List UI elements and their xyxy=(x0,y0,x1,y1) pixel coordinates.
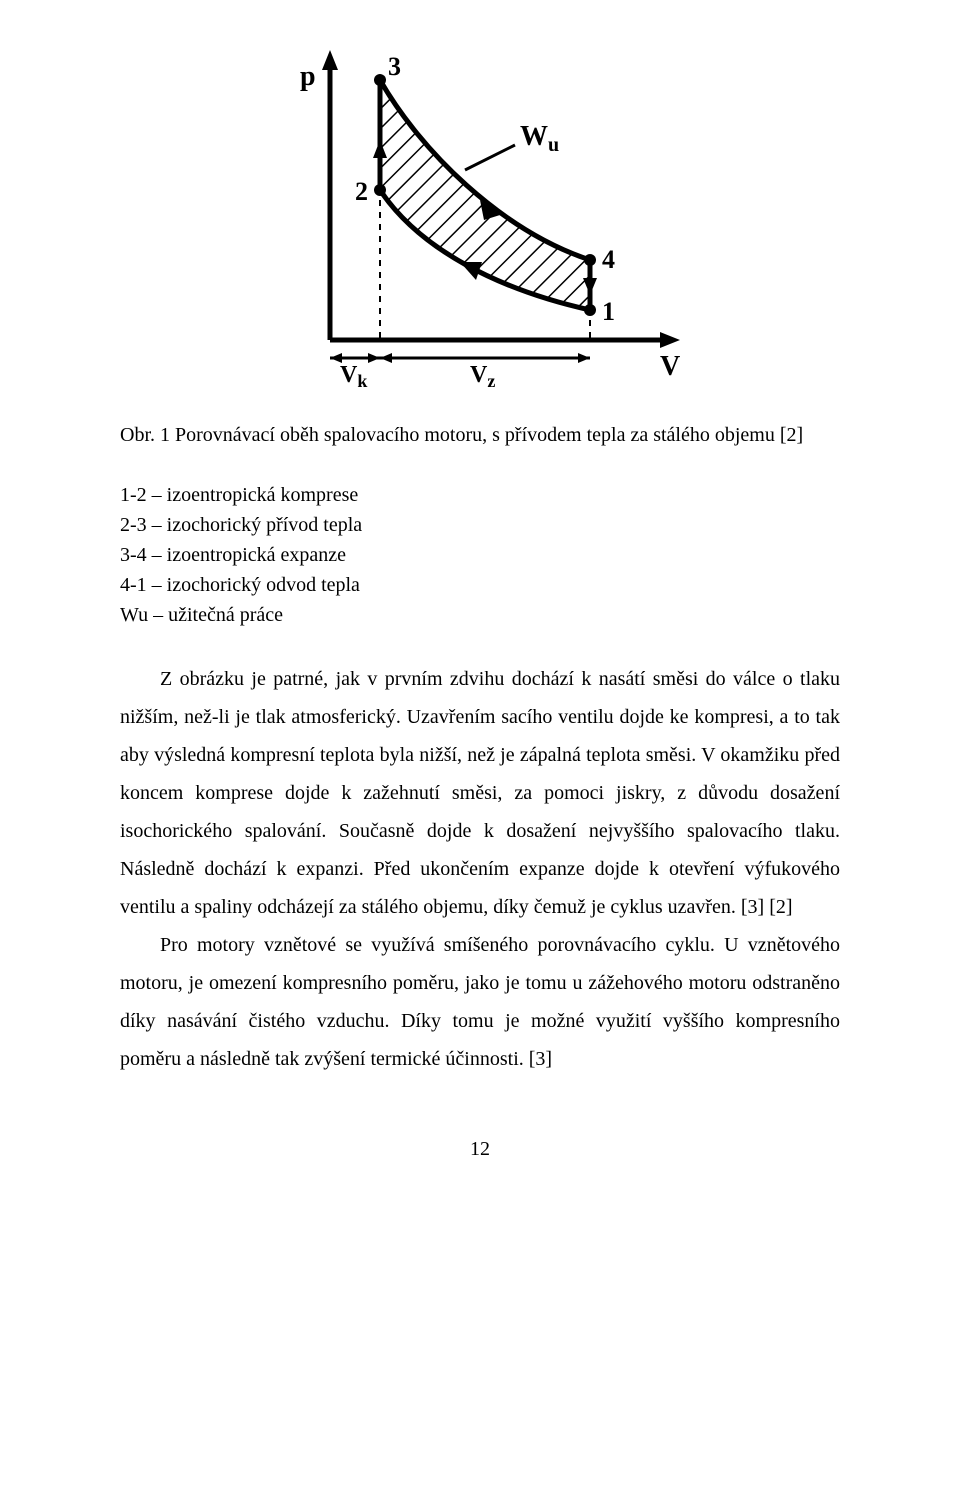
axis-label-p: p xyxy=(300,61,316,92)
legend-item-2: 2-3 – izochorický přívod tepla xyxy=(120,510,840,540)
label-vz: Vz xyxy=(470,362,495,390)
legend-item-5: Wu – užitečná práce xyxy=(120,600,840,630)
page-number: 12 xyxy=(120,1138,840,1161)
axis-label-v: V xyxy=(660,351,680,382)
legend-item-1: 1-2 – izoentropická komprese xyxy=(120,480,840,510)
figure-caption: Obr. 1 Porovnávací oběh spalovacího moto… xyxy=(120,420,840,450)
point-label-3: 3 xyxy=(388,52,401,81)
figure-wrapper: p V xyxy=(120,40,840,390)
body-text: Z obrázku je patrné, jak v prvním zdvihu… xyxy=(120,660,840,1078)
paragraph-1: Z obrázku je patrné, jak v prvním zdvihu… xyxy=(120,660,840,926)
point-label-1: 1 xyxy=(602,297,615,326)
page-container: p V xyxy=(0,0,960,1201)
point-label-4: 4 xyxy=(602,245,615,274)
label-vk: Vk xyxy=(340,362,367,390)
paragraph-2: Pro motory vznětové se využívá smíšeného… xyxy=(120,926,840,1078)
legend-item-3: 3-4 – izoentropická expanze xyxy=(120,540,840,570)
pv-diagram: p V xyxy=(270,40,690,390)
point-label-2: 2 xyxy=(355,177,368,206)
label-wu: Wu xyxy=(520,121,559,156)
legend-block: 1-2 – izoentropická komprese 2-3 – izoch… xyxy=(120,480,840,630)
legend-item-4: 4-1 – izochorický odvod tepla xyxy=(120,570,840,600)
